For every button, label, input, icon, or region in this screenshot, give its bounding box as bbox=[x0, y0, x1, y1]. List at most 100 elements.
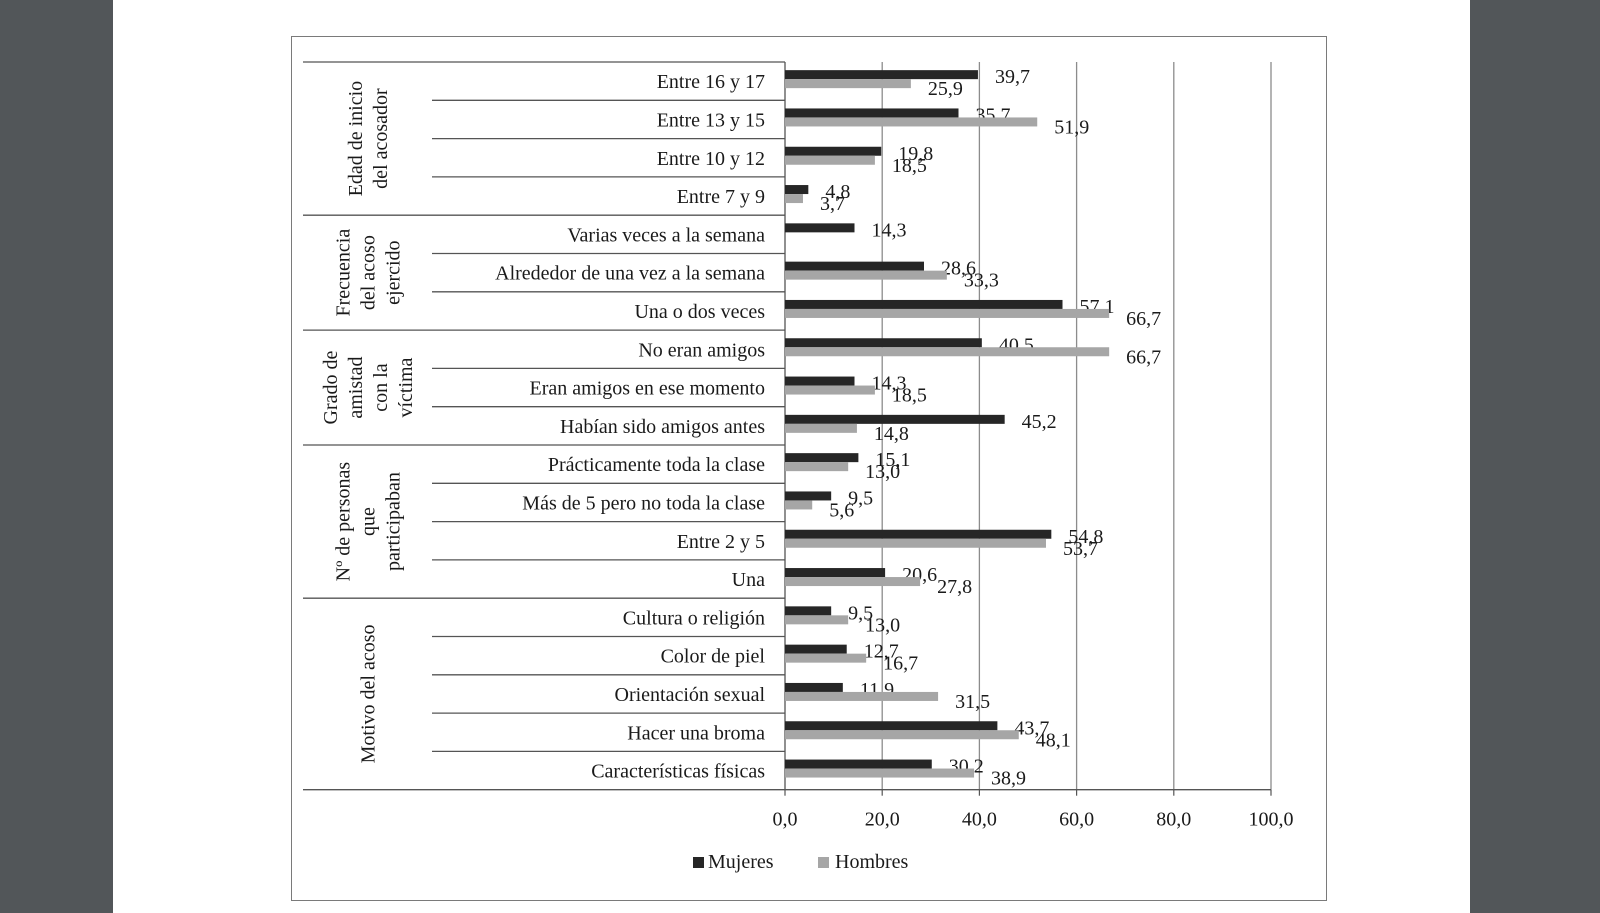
value-label-mujeres: 9,5 bbox=[848, 602, 873, 624]
category-label: Eran amigos en ese momento bbox=[530, 378, 766, 400]
group-label: amistad bbox=[345, 356, 367, 418]
group-label: Edad de inicio bbox=[345, 81, 367, 197]
bar-mujeres bbox=[785, 644, 847, 654]
category-label: Características físicas bbox=[591, 761, 765, 783]
value-label-hombres: 18,5 bbox=[892, 155, 927, 177]
value-label-mujeres: 15,1 bbox=[875, 449, 910, 471]
value-label-mujeres: 45,2 bbox=[1022, 411, 1057, 433]
bar-mujeres bbox=[785, 759, 932, 769]
group-label: víctima bbox=[395, 357, 417, 417]
category-label: Entre 13 y 15 bbox=[657, 109, 765, 131]
value-label-mujeres: 12,7 bbox=[864, 641, 899, 663]
value-label-hombres: 33,3 bbox=[964, 270, 999, 292]
group-label: que bbox=[358, 507, 380, 536]
bar-mujeres bbox=[785, 529, 1052, 539]
bar-hombres bbox=[785, 500, 813, 510]
value-label-hombres: 3,7 bbox=[820, 193, 845, 215]
bar-hombres bbox=[785, 768, 975, 778]
value-label-mujeres: 14,3 bbox=[871, 373, 906, 395]
value-label-hombres: 13,0 bbox=[865, 461, 900, 483]
bar-hombres bbox=[785, 730, 1019, 740]
value-label-mujeres: 4,8 bbox=[825, 181, 850, 203]
category-label: Una o dos veces bbox=[634, 301, 765, 323]
value-label-mujeres: 54,8 bbox=[1068, 526, 1103, 548]
value-label-hombres: 5,6 bbox=[829, 499, 854, 521]
group-label: Nº de personas bbox=[333, 462, 355, 582]
category-label: Alrededor de una vez a la semana bbox=[495, 263, 765, 285]
category-label: Prácticamente toda la clase bbox=[548, 454, 765, 476]
legend-swatch-hombres bbox=[818, 857, 829, 868]
value-label-mujeres: 28,6 bbox=[941, 258, 976, 280]
x-tick-label: 0,0 bbox=[773, 809, 798, 831]
value-label-hombres: 25,9 bbox=[928, 78, 963, 100]
bar-hombres bbox=[785, 462, 849, 472]
value-label-hombres: 16,7 bbox=[883, 653, 918, 675]
value-label-hombres: 38,9 bbox=[991, 768, 1026, 790]
bar-hombres bbox=[785, 653, 867, 663]
bar-hombres bbox=[785, 270, 947, 280]
group-label: Frecuencia bbox=[333, 229, 355, 317]
category-label: Entre 16 y 17 bbox=[657, 71, 765, 93]
group-label: Grado de bbox=[320, 350, 342, 424]
bar-mujeres bbox=[785, 376, 855, 386]
legend-label-hombres: Hombres bbox=[835, 851, 909, 873]
category-label: Entre 2 y 5 bbox=[677, 531, 765, 553]
x-tick-label: 100,0 bbox=[1249, 809, 1294, 831]
category-label: Orientación sexual bbox=[615, 684, 766, 706]
value-label-mujeres: 9,5 bbox=[848, 487, 873, 509]
bar-mujeres bbox=[785, 261, 924, 271]
bar-mujeres bbox=[785, 185, 809, 195]
value-label-mujeres: 19,8 bbox=[898, 143, 933, 165]
category-label: Habían sido amigos antes bbox=[560, 416, 765, 438]
group-label: Motivo del acoso bbox=[358, 625, 380, 764]
group-label: participaban bbox=[383, 472, 405, 571]
value-label-hombres: 48,1 bbox=[1036, 729, 1071, 751]
bar-hombres bbox=[785, 194, 803, 204]
category-label: Hacer una broma bbox=[627, 722, 765, 744]
value-label-hombres: 27,8 bbox=[937, 576, 972, 598]
category-label: Color de piel bbox=[661, 646, 766, 668]
bar-mujeres bbox=[785, 414, 1005, 424]
group-label: del acosador bbox=[370, 88, 392, 189]
category-label: No eran amigos bbox=[638, 339, 765, 361]
category-label: Más de 5 pero no toda la clase bbox=[522, 492, 765, 514]
legend-swatch-mujeres bbox=[693, 857, 704, 868]
value-label-hombres: 31,5 bbox=[955, 691, 990, 713]
bar-hombres bbox=[785, 308, 1110, 318]
category-label: Una bbox=[732, 569, 765, 591]
value-label-mujeres: 14,3 bbox=[871, 219, 906, 241]
x-tick-label: 20,0 bbox=[865, 809, 900, 831]
bar-mujeres bbox=[785, 108, 959, 118]
value-label-hombres: 51,9 bbox=[1054, 116, 1089, 138]
value-label-hombres: 14,8 bbox=[874, 423, 909, 445]
value-label-hombres: 18,5 bbox=[892, 385, 927, 407]
bar-hombres bbox=[785, 347, 1110, 357]
bar-mujeres bbox=[785, 453, 859, 463]
bar-mujeres bbox=[785, 491, 832, 501]
bar-hombres bbox=[785, 423, 857, 433]
bar-mujeres bbox=[785, 568, 886, 578]
bar-mujeres bbox=[785, 338, 982, 348]
bar-hombres bbox=[785, 117, 1038, 127]
group-label: del acoso bbox=[358, 235, 380, 310]
bar-hombres bbox=[785, 691, 939, 701]
bar-mujeres bbox=[785, 721, 998, 731]
value-label-hombres: 13,0 bbox=[865, 614, 900, 636]
bar-hombres bbox=[785, 577, 921, 587]
group-label: con la bbox=[370, 363, 392, 411]
value-label-mujeres: 39,7 bbox=[995, 66, 1030, 88]
legend-label-mujeres: Mujeres bbox=[708, 851, 774, 873]
value-label-hombres: 66,7 bbox=[1126, 308, 1161, 330]
bar-mujeres bbox=[785, 299, 1063, 309]
bar-hombres bbox=[785, 538, 1046, 548]
category-label: Cultura o religión bbox=[623, 607, 765, 629]
value-label-hombres: 53,7 bbox=[1063, 538, 1098, 560]
x-tick-label: 60,0 bbox=[1059, 809, 1094, 831]
bar-hombres bbox=[785, 615, 849, 625]
bar-hombres bbox=[785, 385, 875, 395]
bar-mujeres bbox=[785, 146, 882, 156]
value-label-mujeres: 43,7 bbox=[1014, 717, 1049, 739]
x-tick-label: 80,0 bbox=[1156, 809, 1191, 831]
value-label-hombres: 66,7 bbox=[1126, 346, 1161, 368]
